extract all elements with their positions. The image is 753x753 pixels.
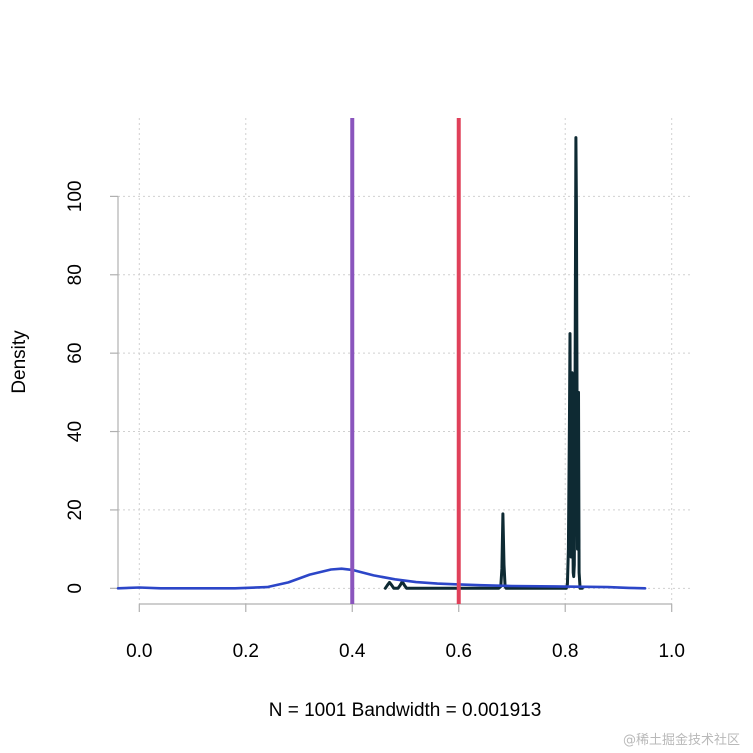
reference-lines (350, 118, 461, 604)
y-tick-label: 100 (65, 181, 86, 213)
grid-lines (118, 118, 693, 604)
y-tick-label: 20 (65, 499, 86, 520)
y-tick-label: 0 (65, 583, 86, 594)
series-layer (116, 136, 647, 590)
x-axis-title: N = 1001 Bandwidth = 0.001913 (269, 700, 542, 721)
density-line-2 (116, 567, 647, 590)
tick-labels: 0.0 0.2 0.4 0.6 0.8 1.0 0 20 40 60 80 100 (65, 181, 685, 662)
density-line-1 (383, 136, 584, 590)
x-tick-label: 1.0 (658, 641, 684, 662)
axes (110, 195, 673, 612)
x-tick-label: 0.2 (233, 641, 259, 662)
x-tick-label: 0.4 (339, 641, 366, 662)
x-tick-label: 0.8 (552, 641, 578, 662)
x-tick-label: 0.6 (446, 641, 472, 662)
y-tick-label: 40 (65, 421, 86, 442)
y-tick-label: 60 (65, 343, 86, 364)
y-axis-title: Density (9, 330, 30, 394)
y-tick-label: 80 (65, 264, 86, 285)
x-tick-label: 0.0 (126, 641, 152, 662)
watermark-text: @稀土掘金技术社区 (623, 732, 740, 748)
